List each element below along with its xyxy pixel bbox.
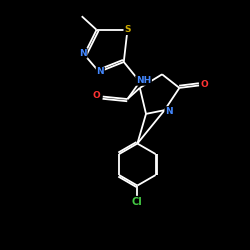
Text: O: O: [200, 80, 208, 89]
Text: N: N: [165, 107, 173, 116]
Text: S: S: [124, 25, 131, 34]
Text: N: N: [79, 49, 87, 58]
Text: O: O: [93, 91, 100, 100]
Text: N: N: [96, 67, 104, 76]
Text: Cl: Cl: [132, 197, 143, 207]
Text: NH: NH: [136, 76, 151, 85]
